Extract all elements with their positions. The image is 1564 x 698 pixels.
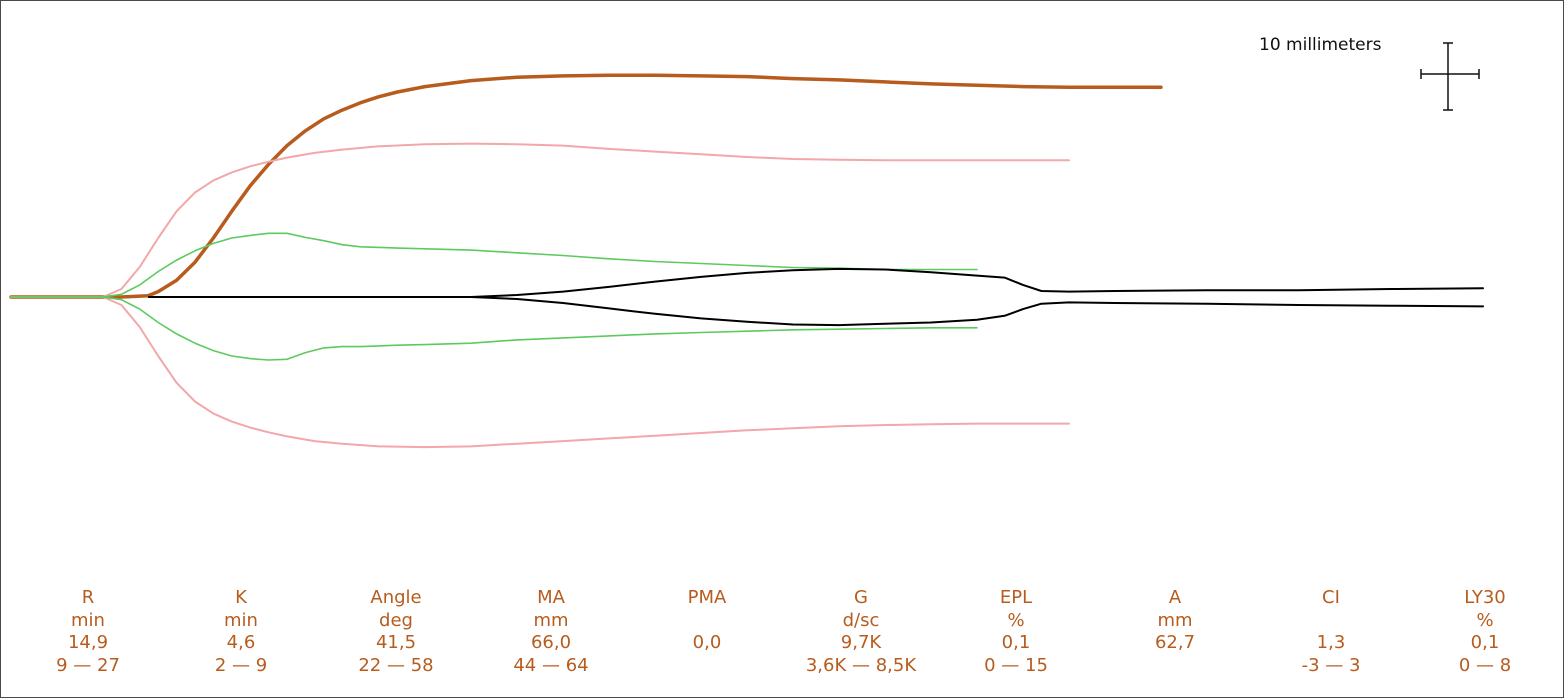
param-name: K — [235, 587, 247, 608]
range-inner-lower-trace — [10, 296, 978, 361]
param-column-ma: MA mm 66,0 44 — 64 — [471, 587, 631, 677]
scale-bar-icon — [1420, 42, 1480, 111]
param-value: 1,3 — [1316, 632, 1346, 653]
param-unit: mm — [1157, 609, 1193, 631]
param-range: 9 — 27 — [56, 654, 120, 676]
teg-curves — [9, 73, 1484, 449]
param-range: 0 — 15 — [984, 654, 1048, 676]
param-unit: deg — [379, 609, 413, 631]
patient-upper-trace — [9, 73, 1163, 299]
param-range — [627, 655, 787, 678]
param-name: EPL — [999, 587, 1033, 608]
param-value: 41,5 — [375, 632, 417, 653]
param-value: 0,0 — [692, 632, 722, 653]
param-column-angle: Angle deg 41,5 22 — 58 — [316, 587, 476, 677]
lysis-upper-trace — [148, 267, 1484, 298]
param-unit: min — [71, 609, 105, 631]
param-column-pma: PMA 0,0 — [627, 587, 787, 677]
param-range: -3 — 3 — [1301, 654, 1361, 676]
param-value: 14,9 — [67, 632, 109, 653]
scale-label: 10 millimeters — [1259, 35, 1382, 55]
param-range: 0 — 8 — [1458, 654, 1512, 676]
param-range — [1095, 655, 1255, 678]
range-inner-upper-trace — [10, 232, 978, 298]
param-unit — [1251, 610, 1411, 633]
param-range: 44 — 64 — [513, 654, 589, 676]
range-outer-lower-trace — [10, 296, 1070, 449]
param-name: A — [1168, 587, 1182, 608]
param-column-ly30: LY30% 0,1 0 — 8 — [1405, 587, 1564, 677]
param-value: 4,6 — [226, 632, 256, 653]
param-name: MA — [537, 587, 565, 608]
param-value: 9,7K — [840, 632, 882, 653]
param-column-ci: CI 1,3 -3 — 3 — [1251, 587, 1411, 677]
param-range: 22 — 58 — [358, 654, 434, 676]
param-value: 0,1 — [1001, 632, 1031, 653]
param-unit: mm — [533, 609, 569, 631]
param-range: 2 — 9 — [214, 654, 268, 676]
param-name: R — [81, 587, 95, 608]
param-name: Angle — [370, 587, 422, 608]
param-column-epl: EPL% 0,1 0 — 15 — [936, 587, 1096, 677]
param-value: 66,0 — [530, 632, 572, 653]
param-name: G — [854, 587, 868, 608]
lysis-lower-trace — [148, 296, 1484, 327]
param-name: CI — [1322, 587, 1340, 608]
param-range: 3,6K — 8,5K — [805, 654, 917, 676]
param-unit: min — [224, 609, 258, 631]
param-unit: % — [1007, 609, 1025, 631]
param-unit: d/sc — [842, 609, 880, 631]
param-unit — [627, 610, 787, 633]
param-unit: % — [1476, 609, 1494, 631]
range-outer-upper-trace — [10, 142, 1070, 298]
param-name: PMA — [687, 587, 727, 608]
param-name: LY30 — [1464, 587, 1506, 608]
param-value: 62,7 — [1154, 632, 1196, 653]
param-value: 0,1 — [1470, 632, 1500, 653]
